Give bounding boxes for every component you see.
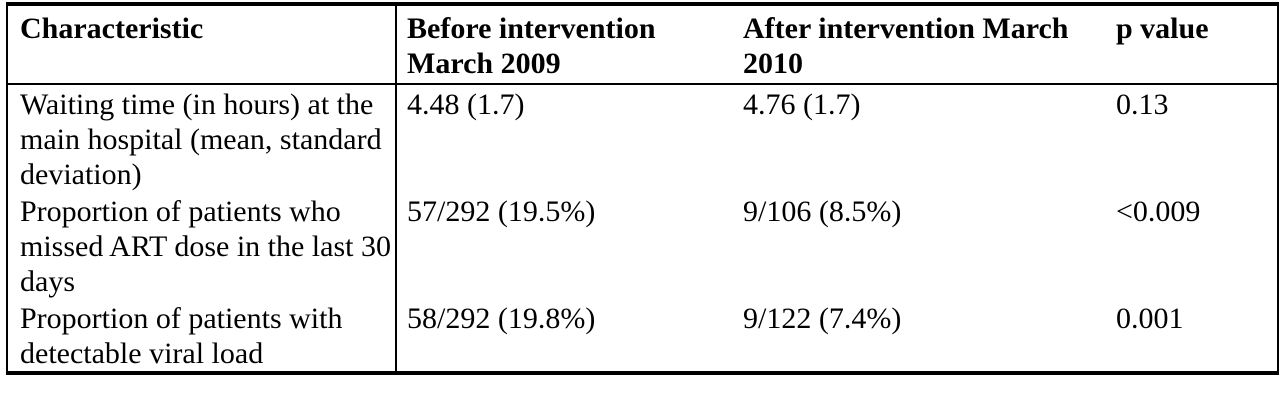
header-row: Characteristic Before intervention March… [6,2,1279,85]
cell-characteristic: Proportion of patients with detectable v… [6,299,397,375]
cell-before: 57/292 (19.5%) [407,195,596,228]
table-row: Waiting time (in hours) at the main hosp… [6,84,1279,192]
header-characteristic: Characteristic [6,2,397,85]
cell-after: 4.76 (1.7) [743,88,861,121]
cell-before: 4.48 (1.7) [407,88,525,121]
results-table: Characteristic Before intervention March… [6,2,1279,375]
table-row: Proportion of patients who missed ART do… [6,192,1279,299]
cell-after: 9/106 (8.5%) [743,195,902,228]
cell-characteristic: Proportion of patients who missed ART do… [6,192,397,299]
cell-after: 9/122 (7.4%) [733,299,1106,375]
table-body: Waiting time (in hours) at the main hosp… [6,84,1279,375]
cell-before: 58/292 (19.8%) [396,299,733,375]
cell-p-value: <0.009 [1106,192,1279,299]
cell-p-value: 0.13 [1106,84,1279,192]
header-before-intervention: Before intervention March 2009 [396,2,733,85]
table-header: Characteristic Before intervention March… [6,2,1279,85]
cell-p-value: 0.001 [1106,299,1279,375]
header-p-value: p value [1106,2,1279,85]
table-row: Proportion of patients with detectable v… [6,299,1279,375]
cell-characteristic: Waiting time (in hours) at the main hosp… [6,84,397,192]
header-after-intervention: After intervention March 2010 [733,2,1106,85]
